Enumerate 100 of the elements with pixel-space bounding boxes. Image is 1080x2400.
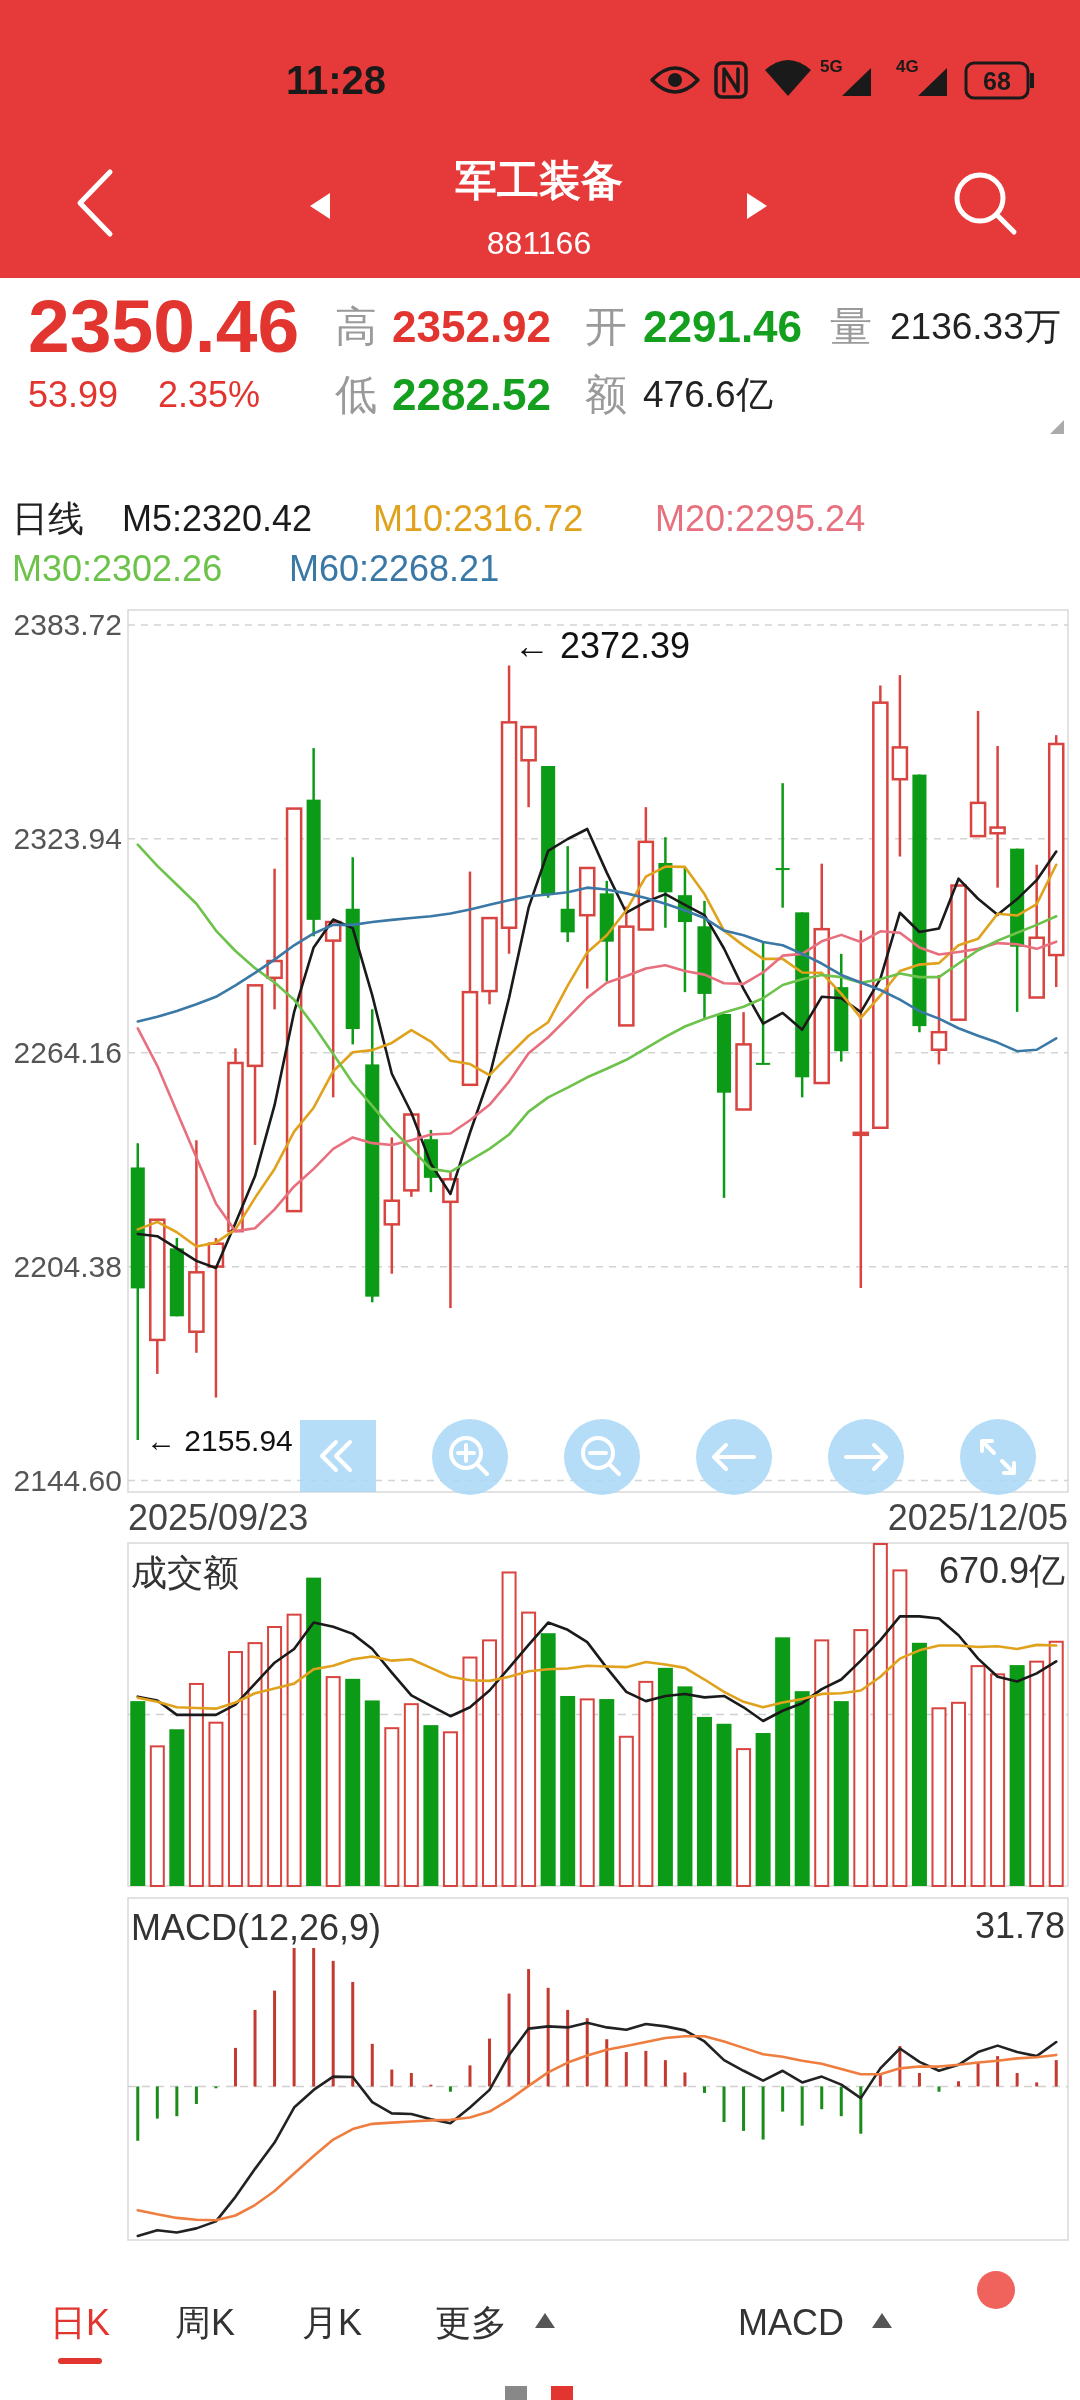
text: 2352.92 bbox=[392, 301, 552, 351]
bar bbox=[839, 2086, 843, 2117]
bar bbox=[853, 1629, 869, 1887]
bar bbox=[286, 1613, 302, 1887]
bar bbox=[872, 1543, 888, 1887]
y-tick-label: 2383.72 bbox=[13, 608, 122, 642]
bar bbox=[957, 2081, 961, 2087]
bar bbox=[566, 2009, 570, 2087]
candlestick bbox=[930, 973, 948, 1066]
bar bbox=[527, 1969, 531, 2087]
text: 881166 bbox=[486, 225, 592, 261]
bar bbox=[149, 1745, 165, 1887]
text: 量 bbox=[830, 302, 872, 350]
bar bbox=[599, 1699, 615, 1886]
bar bbox=[331, 1960, 335, 2087]
bar bbox=[253, 2009, 257, 2087]
bar bbox=[931, 1707, 947, 1887]
y-tick-label: 2144.60 bbox=[13, 1464, 122, 1498]
text: 2282.52 bbox=[392, 369, 552, 419]
bar bbox=[521, 1611, 537, 1887]
text: 2291.46 bbox=[643, 301, 803, 351]
bar bbox=[976, 2062, 980, 2087]
text: 低 bbox=[335, 370, 377, 418]
y-tick-label: 2204.38 bbox=[13, 1250, 122, 1284]
bar bbox=[996, 2056, 1000, 2087]
text: M30:2302.26 bbox=[12, 547, 223, 589]
bar bbox=[403, 1703, 419, 1887]
text: 2025/09/23 bbox=[128, 1496, 309, 1538]
annotation: ← 2372.39 bbox=[514, 624, 691, 666]
text: M10:2316.72 bbox=[373, 497, 584, 539]
bar bbox=[1015, 2073, 1019, 2087]
text: MACD bbox=[738, 2301, 844, 2343]
bar bbox=[657, 1667, 673, 1886]
bar bbox=[325, 1676, 341, 1887]
candlestick bbox=[383, 1136, 401, 1275]
bar bbox=[794, 1691, 810, 1886]
text: 5G bbox=[820, 56, 843, 76]
text: 高 bbox=[335, 302, 377, 350]
line-series bbox=[136, 843, 1058, 1174]
bar bbox=[208, 1721, 224, 1887]
text: 11:28 bbox=[286, 58, 387, 102]
text: 476.6亿 bbox=[643, 373, 773, 415]
candlestick bbox=[852, 929, 870, 1290]
bar bbox=[233, 2047, 237, 2087]
text: 31.78 bbox=[974, 1904, 1065, 1946]
bar bbox=[312, 1948, 316, 2087]
bar bbox=[423, 1725, 439, 1886]
text: M5:2320.42 bbox=[122, 497, 313, 539]
bar bbox=[605, 2039, 609, 2087]
bar bbox=[155, 2086, 159, 2119]
bar bbox=[409, 2073, 413, 2087]
bar bbox=[781, 2086, 785, 2112]
bar bbox=[468, 2065, 472, 2087]
bar bbox=[833, 1701, 849, 1886]
bar bbox=[448, 2086, 452, 2092]
bar bbox=[1009, 1665, 1025, 1886]
bar bbox=[462, 1656, 478, 1887]
bar bbox=[501, 1571, 517, 1887]
bar bbox=[585, 2018, 589, 2087]
bar bbox=[1048, 1640, 1064, 1888]
bar bbox=[638, 1680, 654, 1887]
bar bbox=[618, 1735, 634, 1887]
bar bbox=[917, 2073, 921, 2087]
bar bbox=[370, 2043, 374, 2087]
bar bbox=[169, 1729, 185, 1886]
candlestick bbox=[775, 781, 790, 909]
bar bbox=[267, 1626, 283, 1887]
bar bbox=[488, 2038, 492, 2087]
bar bbox=[859, 2086, 863, 2134]
bar bbox=[364, 1700, 380, 1886]
bar bbox=[702, 2086, 706, 2093]
bar bbox=[911, 1642, 927, 1886]
bar bbox=[540, 1633, 556, 1886]
bar bbox=[716, 1723, 732, 1886]
bar bbox=[188, 1682, 204, 1887]
candlestick bbox=[560, 844, 575, 944]
bar bbox=[800, 2086, 804, 2126]
text: 额 bbox=[585, 370, 627, 418]
text: 日K bbox=[49, 2301, 111, 2343]
bar bbox=[683, 2072, 687, 2087]
bar bbox=[736, 1748, 752, 1887]
text: M60:2268.21 bbox=[289, 547, 500, 589]
bar bbox=[951, 1701, 967, 1887]
bar bbox=[644, 2050, 648, 2087]
bar bbox=[677, 1686, 693, 1886]
text: 月K bbox=[301, 2301, 363, 2343]
bar bbox=[194, 2086, 198, 2104]
bar bbox=[442, 1731, 458, 1887]
text: 开 bbox=[585, 302, 627, 350]
text: 军工装备 bbox=[455, 156, 623, 204]
text: M20:2295.24 bbox=[655, 497, 866, 539]
text: 更多 bbox=[435, 2301, 507, 2343]
bar bbox=[273, 1990, 277, 2087]
bar bbox=[820, 2086, 824, 2110]
chart-title: 成交额 bbox=[131, 1551, 239, 1593]
bar bbox=[345, 1678, 361, 1886]
bar bbox=[546, 1987, 550, 2087]
bar bbox=[227, 1651, 243, 1888]
bar bbox=[970, 1665, 986, 1887]
text: 4G bbox=[896, 56, 919, 76]
